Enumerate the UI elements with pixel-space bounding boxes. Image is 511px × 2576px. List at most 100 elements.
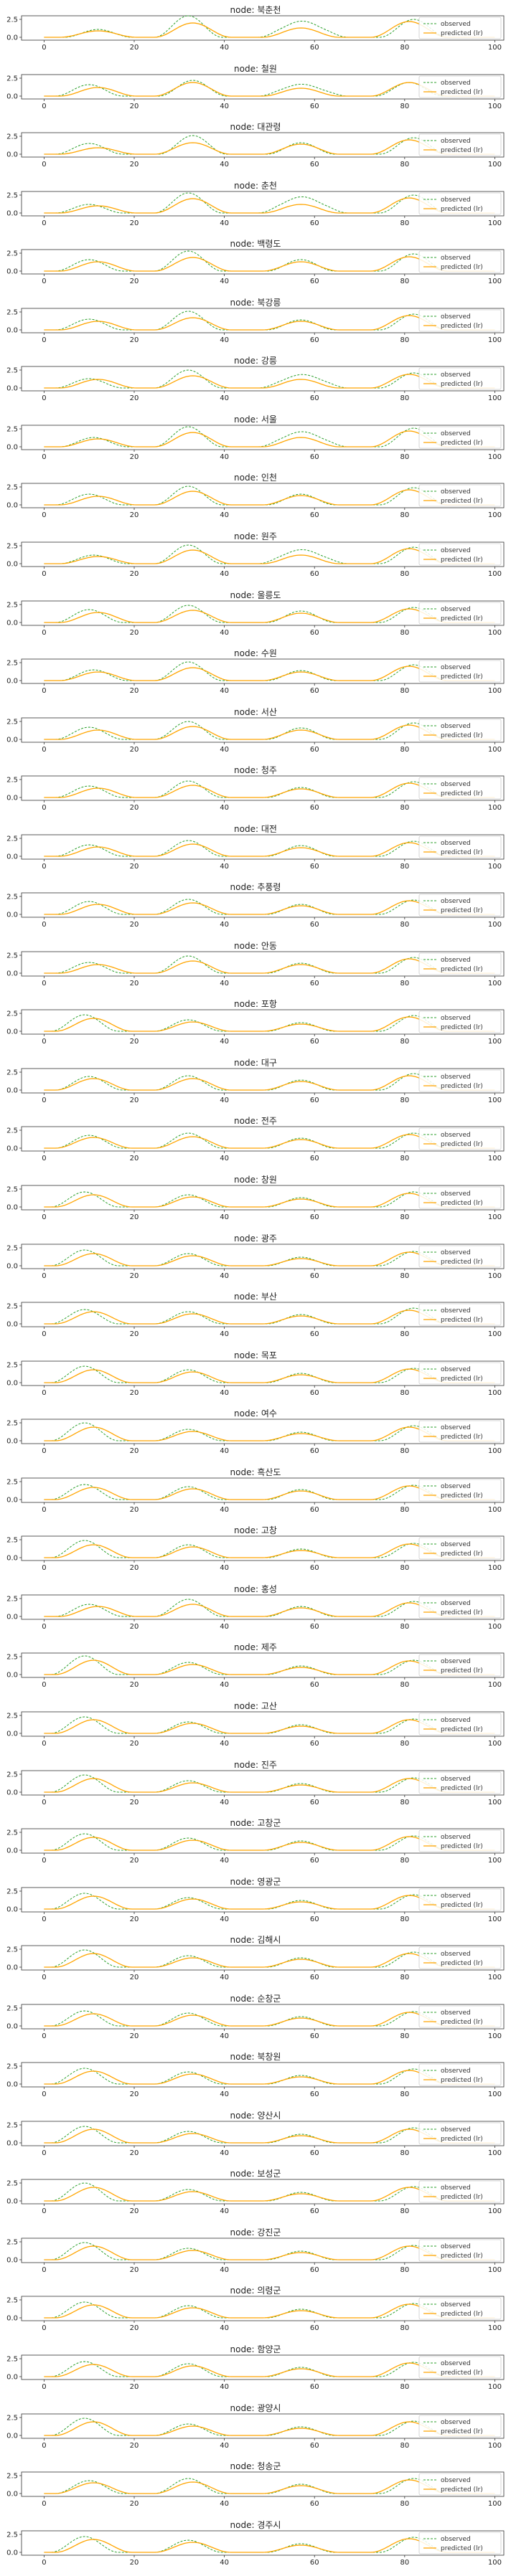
x-tick-label: 0 (42, 1681, 46, 1689)
x-tick-label: 60 (310, 1857, 319, 1865)
x-tick-label: 60 (310, 103, 319, 110)
legend-label-observed: observed (441, 2009, 471, 2017)
y-tick-label: 2.5 (6, 1186, 18, 1194)
legend-label-observed: observed (441, 2068, 471, 2075)
x-tick-label: 20 (130, 1330, 139, 1338)
axes-frame (21, 1185, 505, 1211)
y-tick-label: 0.0 (6, 970, 18, 977)
legend-label-predicted: predicted (lr) (441, 2311, 483, 2318)
legend-label-observed: observed (441, 664, 471, 671)
subplot-title: node: 강릉 (234, 356, 277, 366)
x-tick-label: 100 (488, 863, 502, 871)
x-tick-label: 20 (130, 1623, 139, 1631)
x-tick-label: 40 (220, 1447, 229, 1455)
x-tick-label: 80 (400, 2207, 409, 2215)
axes-frame (21, 1945, 505, 1971)
legend: observed predicted (lr) (418, 367, 502, 390)
x-tick-label: 100 (488, 2324, 502, 2332)
legend: observed predicted (lr) (418, 2298, 502, 2320)
x-tick-label: 80 (400, 278, 409, 285)
y-tick-label: 2.5 (6, 777, 18, 785)
x-tick-label: 40 (220, 2149, 229, 2157)
x-tick-label: 80 (400, 1916, 409, 1923)
legend: observed predicted (lr) (418, 2180, 502, 2203)
x-tick-label: 20 (130, 2559, 139, 2567)
subplot-panel: node: 고산 2.5 0.0 0 20 40 60 80 100 observed predic… (0, 1700, 511, 1758)
y-tick-label: 0.0 (6, 853, 18, 861)
y-tick-label: 2.5 (6, 1303, 18, 1311)
x-tick-label: 0 (42, 2266, 46, 2274)
x-tick-label: 0 (42, 1506, 46, 1514)
x-tick-label: 0 (42, 863, 46, 871)
x-tick-label: 20 (130, 804, 139, 812)
x-tick-label: 40 (220, 804, 229, 812)
subplot-panel: node: 부산 2.5 0.0 0 20 40 60 80 100 observed predic… (0, 1290, 511, 1348)
legend: observed predicted (lr) (418, 133, 502, 156)
x-tick-label: 100 (488, 219, 502, 227)
subplot-panel: node: 제주 2.5 0.0 0 20 40 60 80 100 observed predic… (0, 1641, 511, 1699)
subplot-panel: node: 포항 2.5 0.0 0 20 40 60 80 100 observed predic… (0, 998, 511, 1056)
legend: observed predicted (lr) (418, 1420, 502, 1443)
x-tick-label: 20 (130, 2032, 139, 2040)
subplot-axes: 2.5 0.0 0 20 40 60 80 100 observed predicted (lr) (6, 2121, 505, 2157)
subplot-panel: node: 김해시 2.5 0.0 0 20 40 60 80 100 observed predi… (0, 1933, 511, 1992)
x-tick-label: 20 (130, 2149, 139, 2157)
y-tick-label: 2.5 (6, 835, 18, 843)
y-tick-label: 0.0 (6, 2022, 18, 2030)
subplot-title: node: 서울 (234, 414, 277, 425)
y-tick-label: 2.5 (6, 894, 18, 901)
x-tick-label: 80 (400, 921, 409, 929)
x-tick-label: 100 (488, 161, 502, 169)
legend: observed predicted (lr) (418, 543, 502, 566)
subplot-axes: 2.5 0.0 0 20 40 60 80 100 observed predicted (lr) (6, 1244, 505, 1280)
subplot-title: node: 여수 (234, 1408, 277, 1419)
x-tick-label: 100 (488, 1272, 502, 1280)
x-tick-label: 100 (488, 804, 502, 812)
legend-label-predicted: predicted (lr) (441, 1024, 483, 1031)
x-tick-label: 60 (310, 453, 319, 461)
subplot-title: node: 포항 (234, 999, 277, 1010)
x-tick-label: 20 (130, 2324, 139, 2332)
axes-frame (21, 249, 505, 275)
y-tick-label: 2.5 (6, 425, 18, 433)
axes-frame (21, 1068, 505, 1094)
x-tick-label: 100 (488, 1857, 502, 1865)
x-tick-label: 20 (130, 1272, 139, 1280)
x-tick-label: 100 (488, 2090, 502, 2098)
subplot-panel: node: 전주 2.5 0.0 0 20 40 60 80 100 observed predic… (0, 1114, 511, 1173)
x-tick-label: 40 (220, 570, 229, 578)
subplot-title: node: 대관령 (230, 122, 281, 133)
y-tick-label: 0.0 (6, 795, 18, 802)
legend-label-observed: observed (441, 898, 471, 905)
legend-label-predicted: predicted (lr) (441, 732, 483, 739)
subplot-panel: node: 영광군 2.5 0.0 0 20 40 60 80 100 observed predi… (0, 1875, 511, 1933)
x-tick-label: 60 (310, 1799, 319, 1806)
x-tick-label: 40 (220, 1740, 229, 1748)
x-tick-label: 100 (488, 921, 502, 929)
x-tick-label: 20 (130, 746, 139, 754)
subplot-panel: node: 흑산도 2.5 0.0 0 20 40 60 80 100 observed predi… (0, 1466, 511, 1524)
x-tick-label: 80 (400, 336, 409, 344)
x-tick-label: 60 (310, 219, 319, 227)
x-tick-label: 100 (488, 1974, 502, 1981)
y-tick-label: 2.5 (6, 2356, 18, 2364)
x-tick-label: 100 (488, 2500, 502, 2508)
x-tick-label: 100 (488, 2207, 502, 2215)
x-tick-label: 100 (488, 44, 502, 52)
subplot-axes: 2.5 0.0 0 20 40 60 80 100 observed predicted (lr) (6, 15, 505, 52)
y-tick-label: 2.5 (6, 2004, 18, 2012)
axes-frame (21, 1360, 505, 1386)
legend: observed predicted (lr) (418, 2532, 502, 2554)
subplot-title: node: 강진군 (230, 2227, 281, 2238)
subplot-axes: 2.5 0.0 0 20 40 60 80 100 observed predicted (lr) (6, 1535, 505, 1572)
y-tick-label: 2.5 (6, 2180, 18, 2188)
subplot-panel: node: 대구 2.5 0.0 0 20 40 60 80 100 observed predic… (0, 1056, 511, 1114)
x-tick-label: 20 (130, 511, 139, 519)
y-tick-label: 2.5 (6, 250, 18, 258)
x-tick-label: 20 (130, 570, 139, 578)
subplot-axes: 2.5 0.0 0 20 40 60 80 100 observed predicted (lr) (6, 1302, 505, 1338)
x-tick-label: 40 (220, 103, 229, 110)
x-tick-label: 0 (42, 453, 46, 461)
subplot-axes: 2.5 0.0 0 20 40 60 80 100 observed predicted (lr) (6, 2179, 505, 2215)
x-tick-label: 0 (42, 2090, 46, 2098)
